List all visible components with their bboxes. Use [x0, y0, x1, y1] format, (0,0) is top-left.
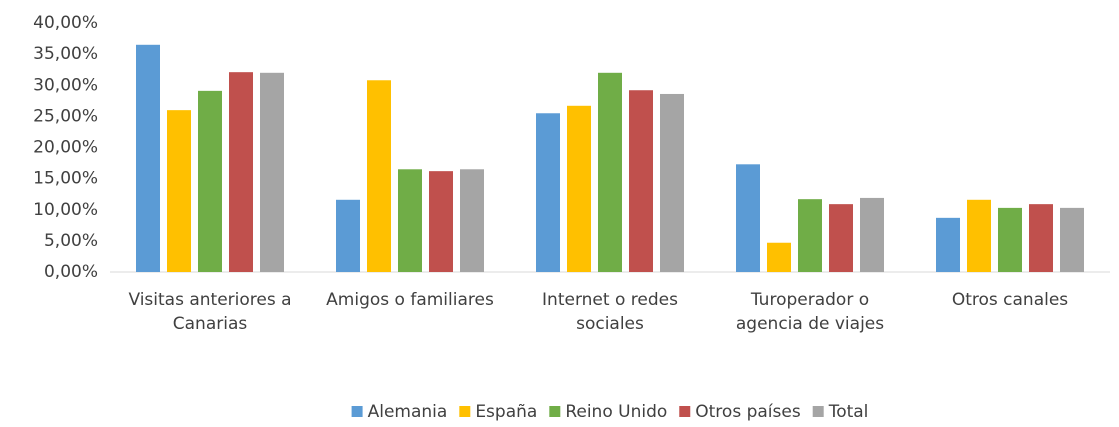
y-tick-label: 30,00%: [33, 75, 98, 95]
bar: [136, 44, 160, 272]
bar: [629, 90, 653, 272]
bar: [567, 105, 591, 272]
y-tick-label: 35,00%: [33, 44, 98, 64]
x-tick-label: Visitas anteriores a Canarias: [128, 290, 292, 334]
bar: [936, 217, 960, 272]
legend-swatch: [679, 406, 691, 417]
y-tick-label: 40,00%: [33, 13, 98, 33]
bar: [1060, 207, 1084, 272]
bar: [198, 90, 222, 272]
bar: [967, 199, 991, 272]
bar: [429, 171, 453, 272]
legend-label: Reino Unido: [565, 402, 667, 422]
bar: [336, 199, 360, 272]
bar: [536, 113, 560, 272]
bar: [229, 72, 253, 273]
y-tick-label: 5,00%: [44, 231, 98, 251]
x-tick-label: Amigos o familiares: [326, 290, 494, 310]
legend-swatch: [351, 406, 363, 417]
bar: [398, 169, 422, 272]
bar: [767, 242, 791, 272]
bar: [598, 72, 622, 272]
legend-swatch: [549, 406, 561, 417]
bar: [260, 72, 284, 272]
bar: [367, 80, 391, 273]
bar: [998, 207, 1022, 272]
y-tick-label: 0,00%: [44, 262, 98, 282]
y-tick-label: 25,00%: [33, 106, 98, 126]
bar: [1029, 204, 1053, 272]
y-tick-label: 15,00%: [33, 169, 98, 189]
bar: [460, 169, 484, 272]
x-tick-label: Internet o redes sociales: [542, 290, 678, 334]
bar: [798, 199, 822, 272]
bar: [660, 93, 684, 272]
x-tick-label: Otros canales: [951, 290, 1069, 310]
bar: [167, 110, 191, 273]
x-tick-label: Turoperador o agencia de viajes: [735, 290, 885, 334]
legend-label: España: [475, 402, 537, 422]
legend-swatch: [812, 406, 824, 417]
y-tick-label: 20,00%: [33, 138, 98, 158]
bar: [736, 164, 760, 272]
bar: [860, 197, 884, 272]
legend-label: Total: [828, 402, 869, 422]
legend-label: Alemania: [368, 402, 448, 422]
bar: [829, 204, 853, 272]
legend-label: Otros países: [695, 402, 801, 422]
legend-swatch: [459, 406, 471, 417]
y-tick-label: 10,00%: [33, 200, 98, 220]
